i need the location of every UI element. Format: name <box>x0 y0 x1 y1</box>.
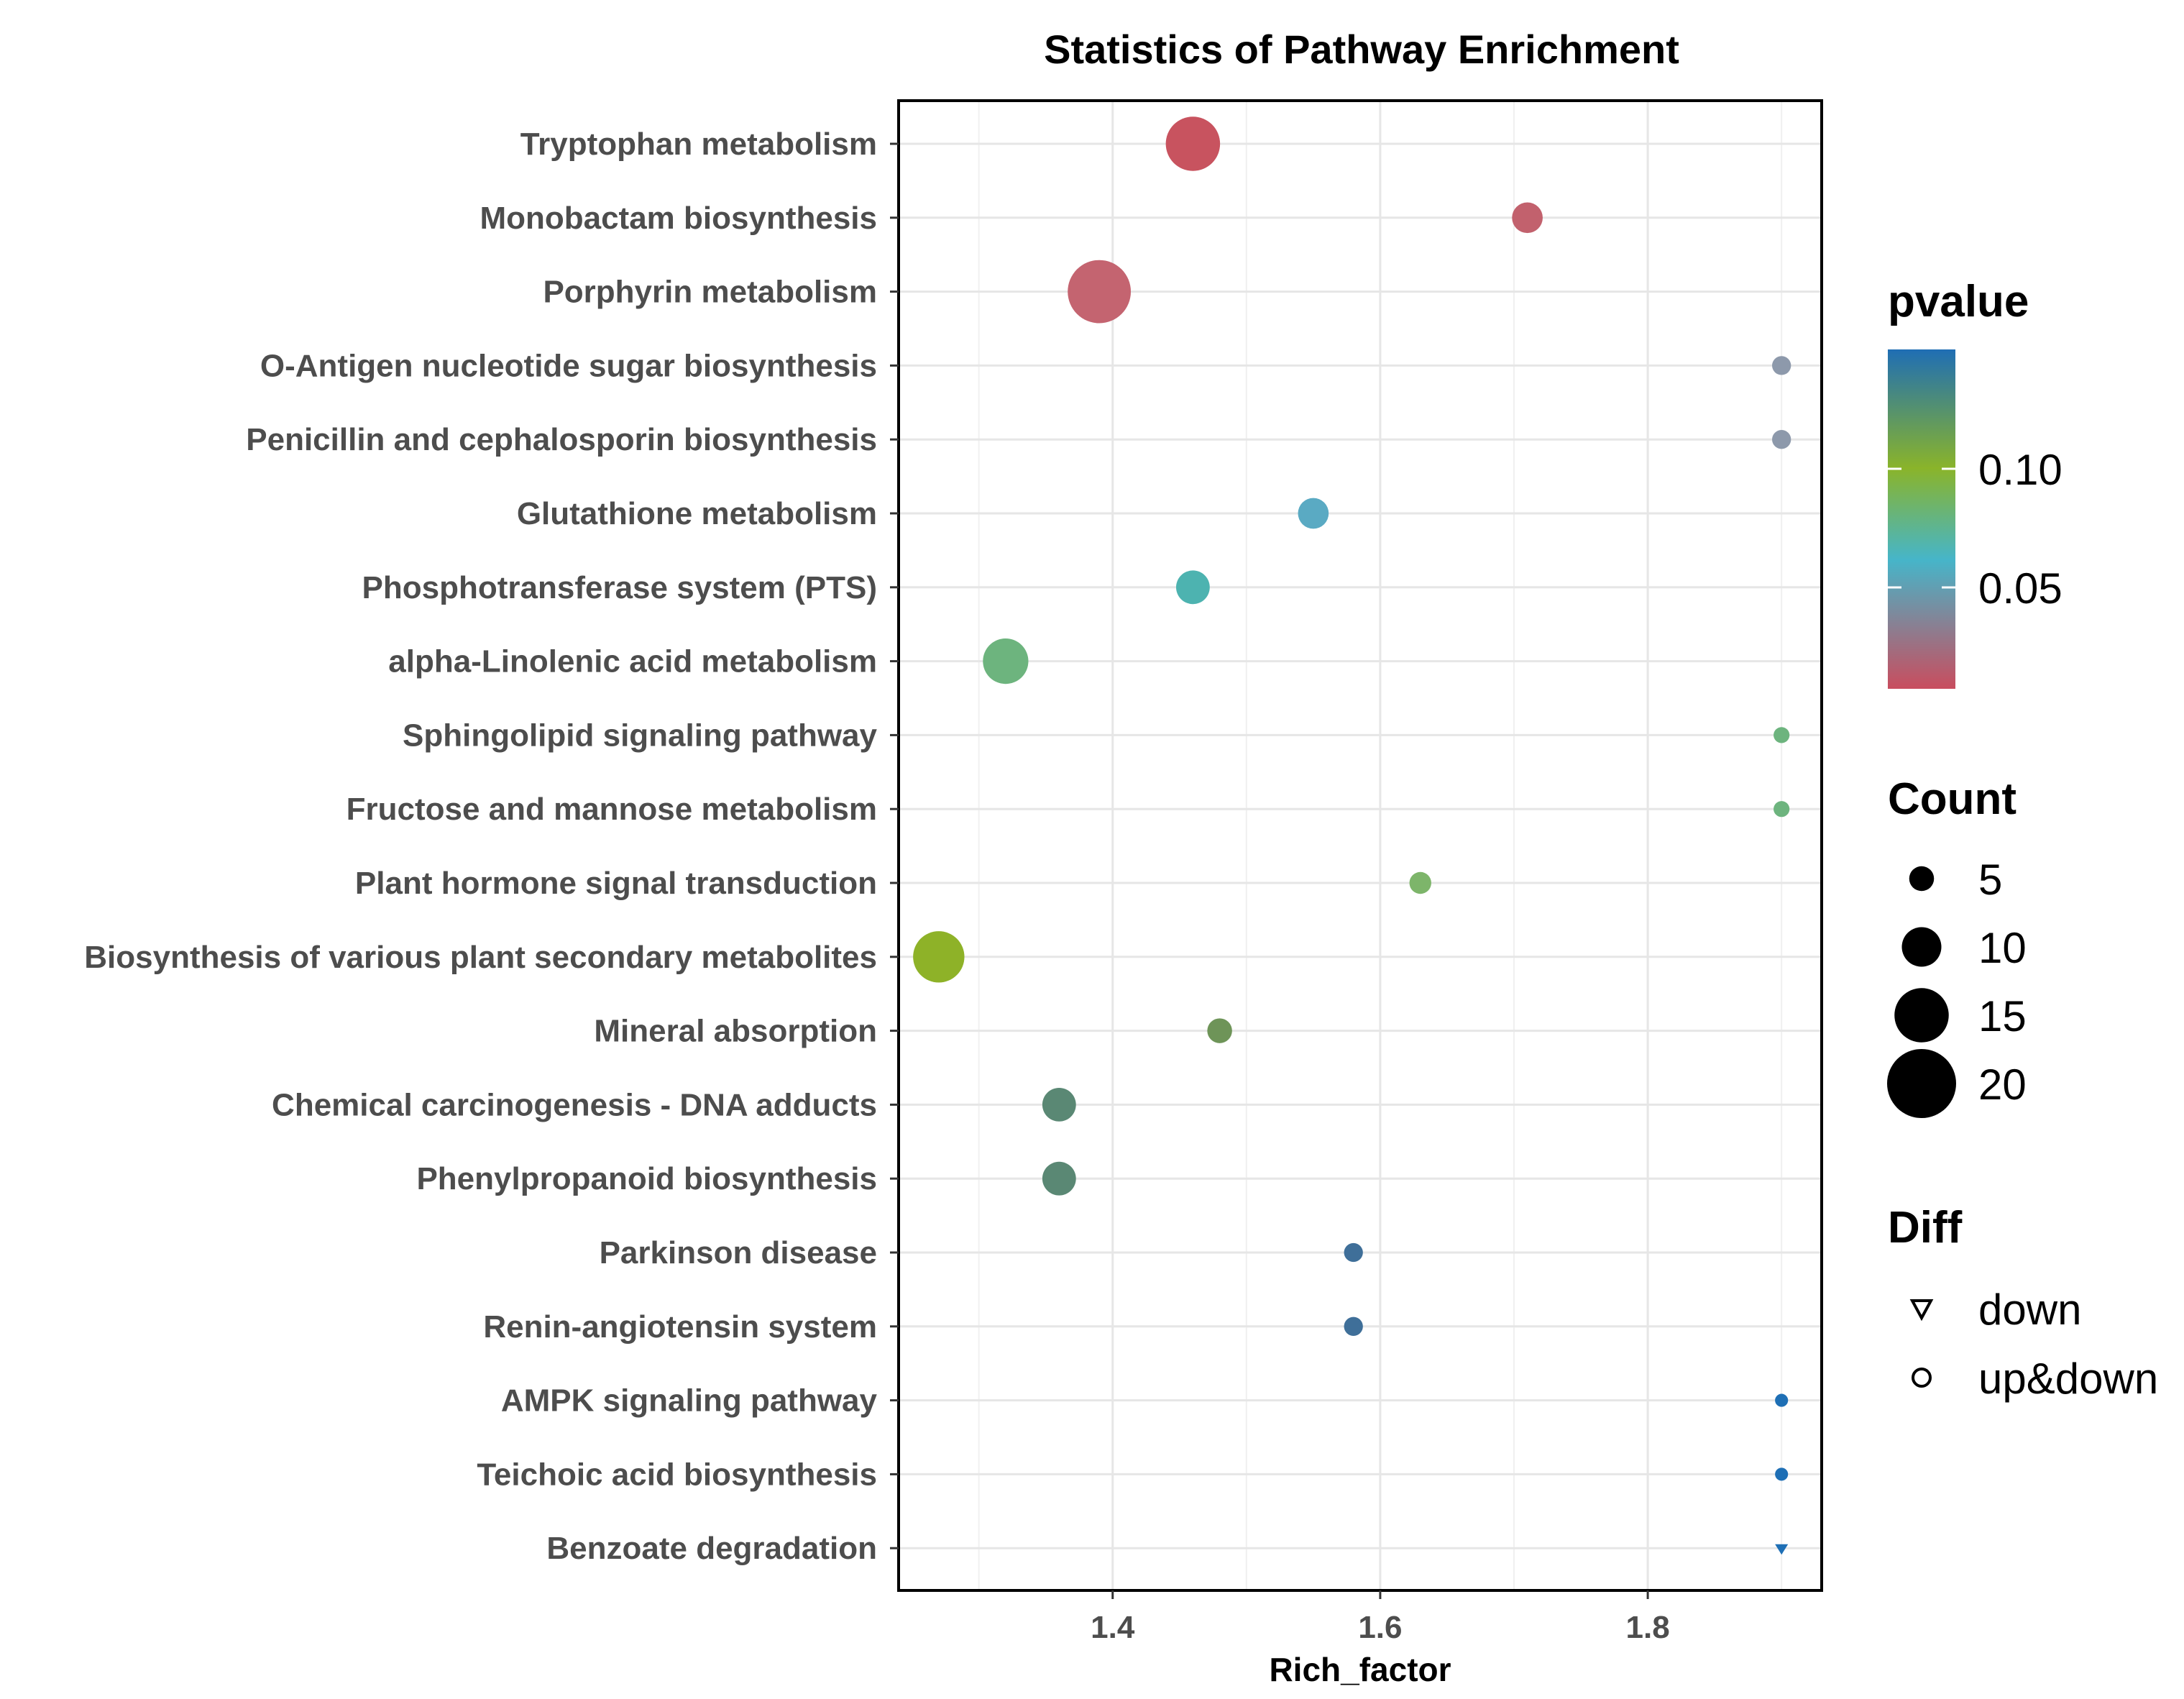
y-tick-label: Teichoic acid biosynthesis <box>477 1457 877 1492</box>
data-point <box>1344 1316 1363 1336</box>
count-legend-label: 10 <box>1978 924 2027 972</box>
data-points <box>913 116 1791 1555</box>
x-axis: 1.4 1.6 1.8 <box>1091 1590 1670 1645</box>
plot-panel <box>899 101 1822 1590</box>
y-tick-label: Tryptophan metabolism <box>520 127 877 162</box>
diff-legend-key <box>1909 1299 1934 1322</box>
count-legend: Count 5 10 15 20 <box>1887 774 2027 1118</box>
chart-title: Statistics of Pathway Enrichment <box>1044 27 1679 72</box>
x-tick-label: 1.8 <box>1626 1610 1670 1645</box>
count-legend-label: 5 <box>1978 856 2002 904</box>
count-legend-label: 20 <box>1978 1061 2027 1109</box>
pvalue-legend-title: pvalue <box>1888 277 2029 326</box>
data-point <box>1772 356 1791 375</box>
data-point <box>1207 1018 1232 1043</box>
pvalue-legend: pvalue 0.10 0.05 <box>1888 277 2063 689</box>
count-legend-key <box>1901 927 1942 967</box>
y-tick-label: Porphyrin metabolism <box>543 275 877 310</box>
y-tick-label: Penicillin and cephalosporin biosynthesi… <box>246 422 877 457</box>
y-tick-label: Phenylpropanoid biosynthesis <box>416 1161 877 1196</box>
y-tick-label: O-Antigen nucleotide sugar biosynthesis <box>260 348 877 383</box>
data-point <box>1298 498 1329 529</box>
data-point <box>1042 1088 1076 1122</box>
grid-lines <box>899 101 1822 1590</box>
diff-legend-title: Diff <box>1888 1203 1963 1253</box>
x-tick-label: 1.6 <box>1358 1610 1402 1645</box>
data-point <box>1512 202 1543 234</box>
y-tick-label: Phosphotransferase system (PTS) <box>362 570 877 605</box>
pvalue-colorbar <box>1888 349 1955 689</box>
data-point <box>1775 1544 1789 1555</box>
data-point <box>1772 430 1791 449</box>
x-axis-title: Rich_factor <box>1269 1651 1451 1688</box>
y-tick-label: Benzoate degradation <box>546 1531 877 1566</box>
data-point <box>1042 1161 1076 1196</box>
data-point <box>1775 1393 1789 1407</box>
count-legend-key <box>1894 988 1949 1043</box>
colorbar-tick-label: 0.10 <box>1978 446 2063 494</box>
diff-legend-label: up&down <box>1978 1355 2158 1403</box>
diff-legend-key <box>1912 1368 1932 1388</box>
data-point <box>1068 260 1132 324</box>
data-point <box>983 638 1029 684</box>
data-point <box>1175 570 1210 605</box>
data-point <box>1409 871 1431 894</box>
y-tick-label: alpha-Linolenic acid metabolism <box>388 644 877 679</box>
y-tick-label: Parkinson disease <box>600 1235 877 1270</box>
count-legend-key <box>1909 866 1935 892</box>
pvalue-colorbar-ticks: 0.10 0.05 <box>1888 446 2063 613</box>
plot-border <box>897 99 1823 1592</box>
y-tick-label: Glutathione metabolism <box>517 496 877 531</box>
count-legend-label: 15 <box>1978 992 2027 1040</box>
count-legend-title: Count <box>1888 774 2016 824</box>
y-tick-label: Monobactam biosynthesis <box>480 201 877 236</box>
data-point <box>1775 1467 1789 1481</box>
data-point <box>1774 801 1790 818</box>
y-tick-label: AMPK signaling pathway <box>501 1383 878 1419</box>
data-point <box>1165 116 1221 171</box>
x-tick-label: 1.4 <box>1091 1610 1135 1645</box>
y-axis-labels: Tryptophan metabolism Monobactam biosynth… <box>84 127 899 1566</box>
data-point <box>913 931 965 983</box>
count-legend-key <box>1887 1049 1956 1118</box>
colorbar-tick-label: 0.05 <box>1978 564 2063 613</box>
y-tick-label: Biosynthesis of various plant secondary … <box>84 940 877 975</box>
y-tick-label: Renin-angiotensin system <box>483 1309 877 1345</box>
y-tick-label: Plant hormone signal transduction <box>355 866 877 901</box>
y-tick-label: Sphingolipid signaling pathway <box>403 718 878 753</box>
y-tick-label: Chemical carcinogenesis - DNA adducts <box>272 1087 877 1122</box>
data-point <box>1774 727 1790 743</box>
y-tick-label: Mineral absorption <box>594 1014 877 1049</box>
data-point <box>1344 1242 1363 1263</box>
y-tick-label: Fructose and mannose metabolism <box>347 792 877 827</box>
diff-legend-label: down <box>1978 1286 2081 1334</box>
diff-legend: Diff down up&down <box>1888 1203 2158 1403</box>
